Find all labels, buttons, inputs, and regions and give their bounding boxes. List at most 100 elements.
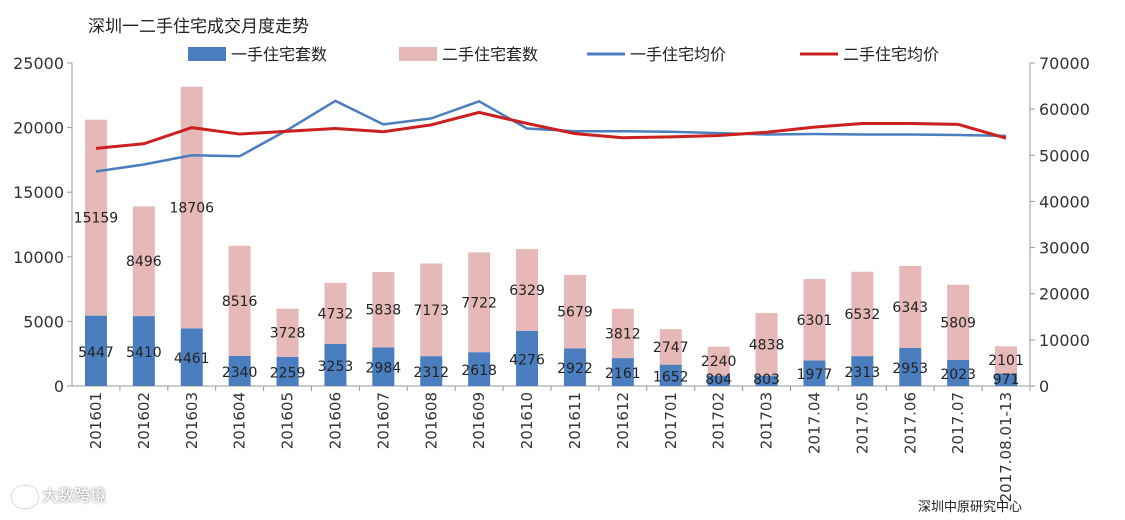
left-tick-label: 25000 <box>13 54 64 73</box>
bar-second-hand <box>132 206 155 317</box>
x-tick-label: 201611 <box>566 392 584 449</box>
data-label-second-hand: 18706 <box>169 201 214 217</box>
data-label-new-homes: 3253 <box>318 359 354 375</box>
data-label-new-homes: 2618 <box>461 363 497 379</box>
legend-swatch <box>399 47 437 61</box>
bar-new-homes <box>995 373 1018 386</box>
bar-second-hand <box>899 265 922 348</box>
data-label-second-hand: 2101 <box>988 353 1024 369</box>
x-tick-label: 2017.05 <box>853 392 871 454</box>
bar-new-homes <box>516 330 539 386</box>
bar-new-homes <box>947 359 970 386</box>
x-tick-label: 201609 <box>470 392 488 449</box>
bar-second-hand <box>516 248 539 331</box>
x-tick-label: 2017.06 <box>901 392 919 454</box>
data-label-new-homes: 5447 <box>78 345 114 361</box>
x-tick-label: 201702 <box>710 392 728 449</box>
axes-layer: 0 5000 10000 15000 20000 25000 0 10000 20000 3000… <box>13 54 1090 502</box>
x-tick-label: 201603 <box>183 392 201 449</box>
data-label-second-hand: 5679 <box>557 305 593 321</box>
bar-new-homes <box>180 328 203 386</box>
bar-new-homes <box>420 356 443 386</box>
data-label-second-hand: 3812 <box>605 326 641 342</box>
bar-second-hand <box>995 346 1018 374</box>
data-label-new-homes: 4276 <box>509 352 545 368</box>
data-label-new-homes: 971 <box>993 372 1020 388</box>
data-label-second-hand: 8496 <box>126 254 162 270</box>
data-label-new-homes: 2922 <box>557 361 593 377</box>
data-label-new-homes: 4461 <box>174 351 210 367</box>
right-tick-label: 0 <box>1039 377 1049 396</box>
data-label-new-homes: 2313 <box>845 365 881 381</box>
x-tick-label: 2017.08.01-13 <box>997 392 1015 502</box>
data-label-new-homes: 1652 <box>653 369 689 385</box>
data-label-new-homes: 804 <box>705 372 732 388</box>
data-label-second-hand: 7173 <box>413 303 449 319</box>
bar-second-hand <box>611 308 634 359</box>
legend-label: 二手住宅均价 <box>843 45 939 64</box>
x-tick-label: 201601 <box>87 392 105 449</box>
bar-new-homes <box>707 375 730 386</box>
data-label-second-hand: 4838 <box>749 337 785 353</box>
line-second-hand-price <box>95 110 1007 150</box>
legend-label: 二手住宅套数 <box>442 45 538 64</box>
bar-new-homes <box>659 364 682 386</box>
lines-layer <box>95 99 1007 173</box>
line-new-homes-price <box>95 99 1007 173</box>
bar-new-homes <box>132 316 155 386</box>
left-tick-label: 10000 <box>13 248 64 267</box>
x-tick-label: 2017.04 <box>805 392 823 454</box>
bar-second-hand <box>755 313 778 376</box>
legend-label: 一手住宅套数 <box>231 45 327 64</box>
bar-new-homes <box>851 356 874 386</box>
plot-frame <box>71 63 1031 387</box>
bar-second-hand <box>468 252 491 353</box>
bar-new-homes <box>803 360 826 386</box>
bar-new-homes <box>755 375 778 386</box>
data-label-second-hand: 6301 <box>797 313 833 329</box>
left-tick-label: 20000 <box>13 119 64 138</box>
x-tick-label: 201610 <box>518 392 536 449</box>
legend: 一手住宅套数 二手住宅套数 一手住宅均价 二手住宅均价 <box>188 45 939 64</box>
watermark: 大数跨境 <box>12 482 106 508</box>
data-label-second-hand: 2747 <box>653 340 689 356</box>
x-tick-label: 201703 <box>758 392 776 449</box>
data-label-new-homes: 2161 <box>605 366 641 382</box>
right-tick-label: 20000 <box>1039 285 1090 304</box>
right-tick-label: 10000 <box>1039 331 1090 350</box>
bar-new-homes <box>899 347 922 386</box>
data-label-new-homes: 2953 <box>892 361 928 377</box>
x-tick-label: 201612 <box>614 392 632 449</box>
left-tick-label: 5000 <box>23 312 64 331</box>
data-label-new-homes: 2312 <box>413 365 449 381</box>
data-label-second-hand: 5809 <box>940 315 976 331</box>
x-tick-label: 201604 <box>231 392 249 449</box>
data-labels-layer: 5447 15159 5410 8496 4461 18706 2340 8516 2259 37… <box>74 201 1024 388</box>
x-tick-label: 201608 <box>422 392 440 449</box>
data-label-second-hand: 4732 <box>318 306 354 322</box>
x-tick-label: 2017.07 <box>949 392 967 454</box>
bar-second-hand <box>372 272 395 348</box>
bar-second-hand <box>84 119 107 316</box>
bar-new-homes <box>324 343 347 386</box>
watermark-text: 大数跨境 <box>42 486 107 505</box>
bar-second-hand <box>803 279 826 361</box>
x-tick-label: 201606 <box>326 392 344 449</box>
bar-second-hand <box>563 274 586 349</box>
bar-new-homes <box>228 355 251 386</box>
data-label-second-hand: 5838 <box>366 303 402 319</box>
x-tick-label: 201607 <box>374 392 392 449</box>
data-label-new-homes: 5410 <box>126 345 162 361</box>
bar-second-hand <box>659 329 682 365</box>
bar-new-homes <box>276 356 299 386</box>
bar-second-hand <box>851 271 874 357</box>
right-tick-label: 70000 <box>1039 54 1090 73</box>
bar-second-hand <box>324 282 347 344</box>
bar-second-hand <box>228 245 251 356</box>
data-label-second-hand: 7722 <box>461 295 497 311</box>
bar-new-homes <box>372 347 395 386</box>
right-tick-label: 40000 <box>1039 192 1090 211</box>
data-label-new-homes: 1977 <box>797 367 833 383</box>
data-label-second-hand: 6343 <box>892 300 928 316</box>
